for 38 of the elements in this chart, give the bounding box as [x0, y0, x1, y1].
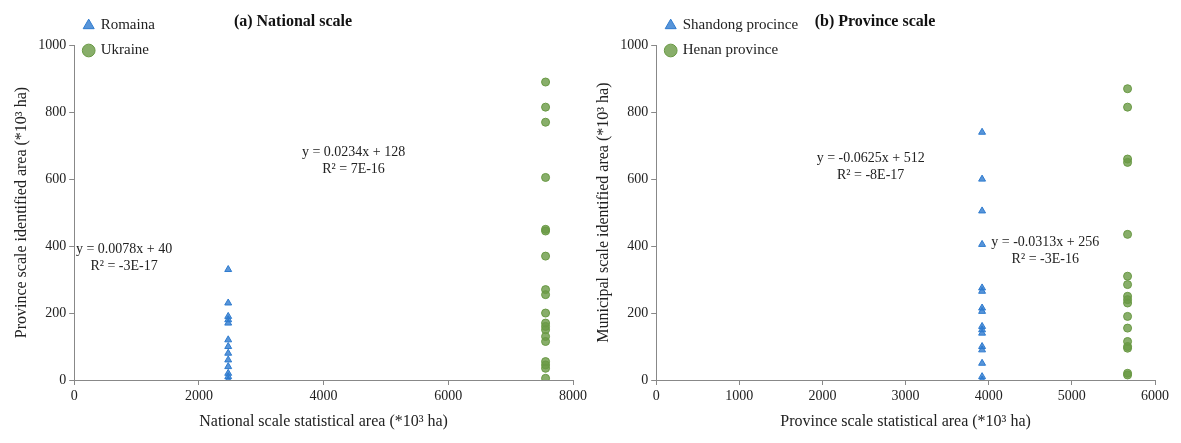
x-tick-label: 6000	[434, 388, 463, 404]
chart-title: (a) National scale	[233, 11, 353, 30]
y-axis-title: Province scale identified area (*10³ ha)	[11, 86, 30, 339]
x-tick-label: 1000	[725, 388, 754, 404]
x-tick-label: 2000	[184, 388, 213, 404]
x-tick-label: 4000	[974, 388, 1003, 404]
x-axis-title: Province scale statistical area (*10³ ha)	[780, 411, 1031, 430]
x-tick-label: 2000	[808, 388, 837, 404]
y-tick-label: 200	[627, 304, 649, 320]
x-tick-label: 5000	[1057, 388, 1086, 404]
y-tick-label: 800	[45, 103, 67, 119]
x-tick-label: 4000	[309, 388, 338, 404]
y-tick-label: 1000	[38, 36, 67, 52]
annotation: y = -0.0313x + 256 R² = -3E-16	[991, 234, 1100, 267]
y-tick-label: 600	[627, 170, 649, 186]
y-tick-label: 0	[641, 371, 649, 387]
y-tick-label: 400	[627, 237, 649, 253]
y-tick-label: 800	[627, 103, 649, 119]
legend-label: Henan province	[682, 41, 779, 58]
legend-label: Shandong procince	[682, 16, 799, 33]
x-tick-label: 0	[70, 388, 78, 404]
x-tick-label: 6000	[1141, 388, 1169, 404]
y-tick-label: 600	[45, 170, 67, 186]
x-axis-title: National scale statistical area (*10³ ha)	[199, 411, 448, 430]
x-tick-label: 0	[652, 388, 660, 404]
legend-label: Romaina	[100, 16, 156, 33]
y-tick-label: 400	[45, 237, 67, 253]
annotation: y = 0.0234x + 128 R² = 7E-16	[301, 143, 406, 176]
y-tick-label: 0	[59, 371, 67, 387]
annotation: y = -0.0625x + 512 R² = -8E-17	[816, 150, 925, 183]
y-axis-title: Municipal scale identified area (*10³ ha)	[593, 82, 612, 343]
y-tick-label: 1000	[620, 36, 649, 52]
legend-label: Ukraine	[100, 41, 150, 58]
x-tick-label: 8000	[559, 388, 587, 404]
y-tick-label: 200	[45, 304, 67, 320]
x-tick-label: 3000	[891, 388, 920, 404]
chart-title: (b) Province scale	[814, 11, 936, 30]
annotation: y = 0.0078x + 40 R² = -3E-17	[75, 240, 173, 273]
